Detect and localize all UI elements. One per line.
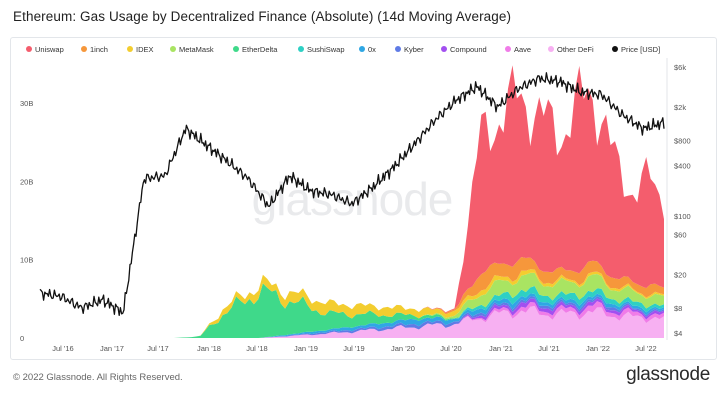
legend-item-0x[interactable]: 0x (359, 45, 376, 54)
legend: Uniswap 1inch IDEX MetaMask EtherDelta S… (26, 45, 660, 54)
x-tick-label: Jul '20 (440, 344, 461, 353)
price-line-group (39, 72, 665, 317)
area-sushiswap (40, 286, 664, 338)
x-tick-label: Jul '22 (635, 344, 656, 353)
y-right-tick-label: $400 (674, 161, 691, 170)
area-metamask (40, 272, 664, 338)
brand-logo: glassnode (626, 364, 710, 385)
x-tick-label: Jul '18 (246, 344, 267, 353)
legend-item-etherdelta[interactable]: EtherDelta (233, 45, 278, 54)
area-compound (40, 298, 664, 338)
y-left-tick-label: 30B (20, 99, 33, 108)
svg-text:Compound: Compound (450, 45, 487, 54)
svg-text:1inch: 1inch (90, 45, 108, 54)
legend-item-other-defi[interactable]: Other DeFi (548, 45, 594, 54)
x-tick-label: Jul '16 (52, 344, 73, 353)
legend-item-1inch[interactable]: 1inch (81, 45, 108, 54)
x-tick-label: Jan '18 (197, 344, 221, 353)
y-left-tick-label: 0 (20, 334, 24, 343)
area-0x (40, 293, 664, 338)
y-right-tick-label: $4 (674, 329, 682, 338)
svg-text:0x: 0x (368, 45, 376, 54)
svg-text:MetaMask: MetaMask (179, 45, 214, 54)
legend-item-kyber[interactable]: Kyber (395, 45, 424, 54)
x-tick-label: Jan '19 (294, 344, 318, 353)
legend-item-sushiswap[interactable]: SushiSwap (298, 45, 345, 54)
y-left-tick-label: 20B (20, 177, 33, 186)
copyright-text: © 2022 Glassnode. All Rights Reserved. (13, 372, 183, 383)
x-axis: Jul '16 Jan '17 Jul '17 Jan '18 Jul '18 Jan '… (52, 344, 656, 353)
svg-text:Other DeFi: Other DeFi (557, 45, 594, 54)
x-tick-label: Jul '17 (147, 344, 168, 353)
page-title: Ethereum: Gas Usage by Decentralized Fin… (13, 9, 512, 24)
y-right-tick-label: $60 (674, 231, 687, 240)
legend-item-compound[interactable]: Compound (441, 45, 487, 54)
svg-text:EtherDelta: EtherDelta (242, 45, 278, 54)
x-tick-label: Jul '21 (538, 344, 559, 353)
y-right-tick-label: $6k (674, 63, 686, 72)
svg-text:IDEX: IDEX (136, 45, 154, 54)
y-right-tick-label: $20 (674, 271, 687, 280)
y-right-tick-label: $2k (674, 103, 686, 112)
x-tick-label: Jan '17 (100, 344, 124, 353)
y-right-tick-label: $800 (674, 136, 691, 145)
watermark-text: glassnode (252, 173, 453, 225)
y-axis-left: 0 10B 20B 30B (20, 99, 33, 343)
area-uniswap (40, 65, 664, 338)
x-tick-label: Jul '19 (343, 344, 364, 353)
legend-item-metamask[interactable]: MetaMask (170, 45, 214, 54)
svg-text:Aave: Aave (514, 45, 531, 54)
legend-item-price[interactable]: Price [USD] (612, 45, 660, 54)
y-right-tick-label: $8 (674, 304, 682, 313)
y-right-tick-label: $100 (674, 212, 691, 221)
svg-text:Kyber: Kyber (404, 45, 424, 54)
legend-item-aave[interactable]: Aave (505, 45, 531, 54)
x-tick-label: Jan '20 (391, 344, 415, 353)
legend-item-idex[interactable]: IDEX (127, 45, 154, 54)
svg-text:Uniswap: Uniswap (35, 45, 64, 54)
svg-text:Price [USD]: Price [USD] (621, 45, 660, 54)
stacked-areas (40, 65, 664, 338)
price-line (39, 72, 665, 317)
area-aave (40, 301, 664, 338)
y-left-tick-label: 10B (20, 256, 33, 265)
x-tick-label: Jan '22 (586, 344, 610, 353)
x-tick-label: Jan '21 (489, 344, 513, 353)
y-axis-right: $4 $8 $20 $60 $100 $400 $800 $2k $6k (674, 63, 691, 338)
svg-text:SushiSwap: SushiSwap (307, 45, 345, 54)
area-etherdelta (40, 283, 664, 338)
area-other-defi (40, 306, 664, 338)
legend-item-uniswap[interactable]: Uniswap (26, 45, 64, 54)
